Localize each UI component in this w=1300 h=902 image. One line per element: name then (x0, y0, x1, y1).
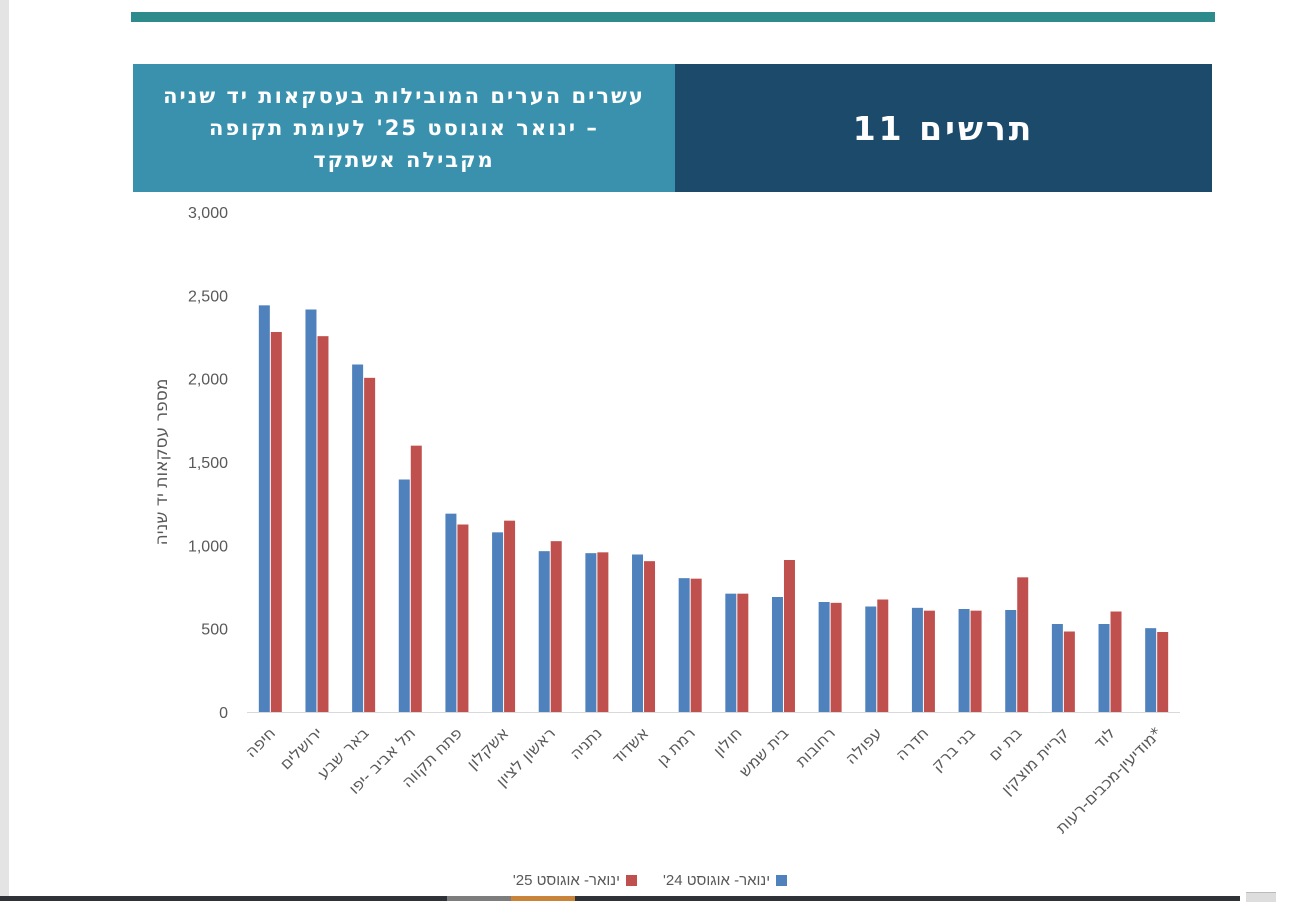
x-tick-label: רחובות (792, 723, 839, 770)
bar-series-1 (1005, 610, 1017, 712)
bar-series-1 (1098, 624, 1110, 712)
bar-series-2 (783, 560, 795, 712)
legend-swatch-series-1 (776, 874, 788, 886)
bar-series-2 (877, 599, 889, 712)
taskbar-strip (0, 896, 1240, 901)
bar-series-2 (1017, 577, 1029, 712)
bar-series-1 (771, 597, 783, 712)
x-tick-label: בית שמש (735, 723, 792, 780)
corner-tray-icon[interactable] (1246, 892, 1276, 902)
x-tick-label: חיפה (241, 723, 279, 761)
bar-series-1 (492, 532, 504, 712)
chart-header: עשרים הערים המובילות בעסקאות יד שניה – י… (133, 64, 1212, 192)
bar-series-1 (865, 606, 877, 712)
bar-series-2 (410, 445, 422, 712)
legend-item-series-1: ינואר- אוגוסט 24' (663, 870, 788, 890)
bar-series-2 (317, 336, 329, 712)
bar-series-2 (970, 610, 982, 712)
bar-series-2 (364, 377, 376, 712)
bar-series-2 (830, 602, 842, 712)
bar-series-1 (1051, 624, 1063, 712)
bar-series-1 (958, 609, 970, 712)
x-tick-label: בני ברק (927, 723, 979, 775)
bar-series-2 (644, 561, 656, 712)
chart-subtitle: עשרים הערים המובילות בעסקאות יד שניה – י… (133, 64, 675, 192)
bar-series-1 (445, 513, 457, 712)
top-accent-bar (131, 12, 1215, 22)
bar-series-2 (1110, 611, 1122, 712)
bar-series-2 (550, 541, 562, 712)
taskbar-segment (447, 896, 511, 901)
legend-swatch-series-2 (626, 874, 637, 886)
bar-series-2 (504, 520, 516, 712)
bar-series-1 (1145, 628, 1157, 712)
x-tick-label: לוד (1090, 723, 1119, 752)
x-tick-label: נתניה (566, 723, 606, 763)
legend-label-series-1: ינואר- אוגוסט 24' (663, 871, 771, 889)
x-tick-label: אשדוד (608, 723, 652, 767)
x-tick-label: עפולה (841, 723, 885, 767)
bar-series-1 (398, 479, 410, 712)
chart-number-title: תרשים 11 (675, 64, 1212, 192)
bar-series-1 (585, 553, 597, 712)
bar-series-2 (923, 610, 935, 712)
y-tick-label: 1,000 (188, 538, 228, 555)
bar-series-2 (457, 524, 469, 712)
bar-series-2 (690, 578, 702, 712)
x-tick-label: חדרה (891, 723, 932, 764)
x-tick-label: רמת גן (653, 723, 699, 769)
legend-item-series-2: ינואר- אוגוסט 25' (513, 870, 637, 890)
bar-series-1 (538, 551, 550, 712)
legend-label-series-2: ינואר- אוגוסט 25' (512, 871, 620, 889)
bar-series-1 (632, 554, 644, 712)
bar-series-2 (1063, 631, 1075, 712)
y-tick-label: 0 (219, 705, 228, 722)
window-left-gutter (0, 0, 9, 901)
y-tick-label: 2,000 (188, 372, 228, 389)
x-tick-label: חולון (709, 723, 746, 760)
bar-series-2 (597, 552, 609, 712)
y-axis-label: מספר עסקאות יד שניה (152, 379, 172, 546)
y-tick-label: 500 (201, 622, 228, 639)
bar-series-1 (352, 364, 364, 712)
bar-series-1 (258, 305, 270, 712)
bar-series-2 (737, 593, 749, 712)
bar-series-1 (818, 602, 830, 712)
bar-series-1 (678, 578, 690, 712)
bar-series-1 (305, 309, 317, 712)
y-tick-label: 2,500 (188, 288, 228, 305)
bar-series-2 (270, 332, 282, 712)
bar-series-1 (911, 607, 923, 712)
x-tick-label: בת ים (985, 723, 1026, 764)
bar-series-2 (1157, 632, 1169, 712)
chart-legend: ינואר- אוגוסט 24' ינואר- אוגוסט 25' (0, 870, 1300, 890)
taskbar-segment-active[interactable] (511, 896, 575, 901)
y-tick-label: 3,000 (188, 205, 228, 222)
y-tick-label: 1,500 (188, 455, 228, 472)
bar-series-1 (725, 593, 737, 712)
